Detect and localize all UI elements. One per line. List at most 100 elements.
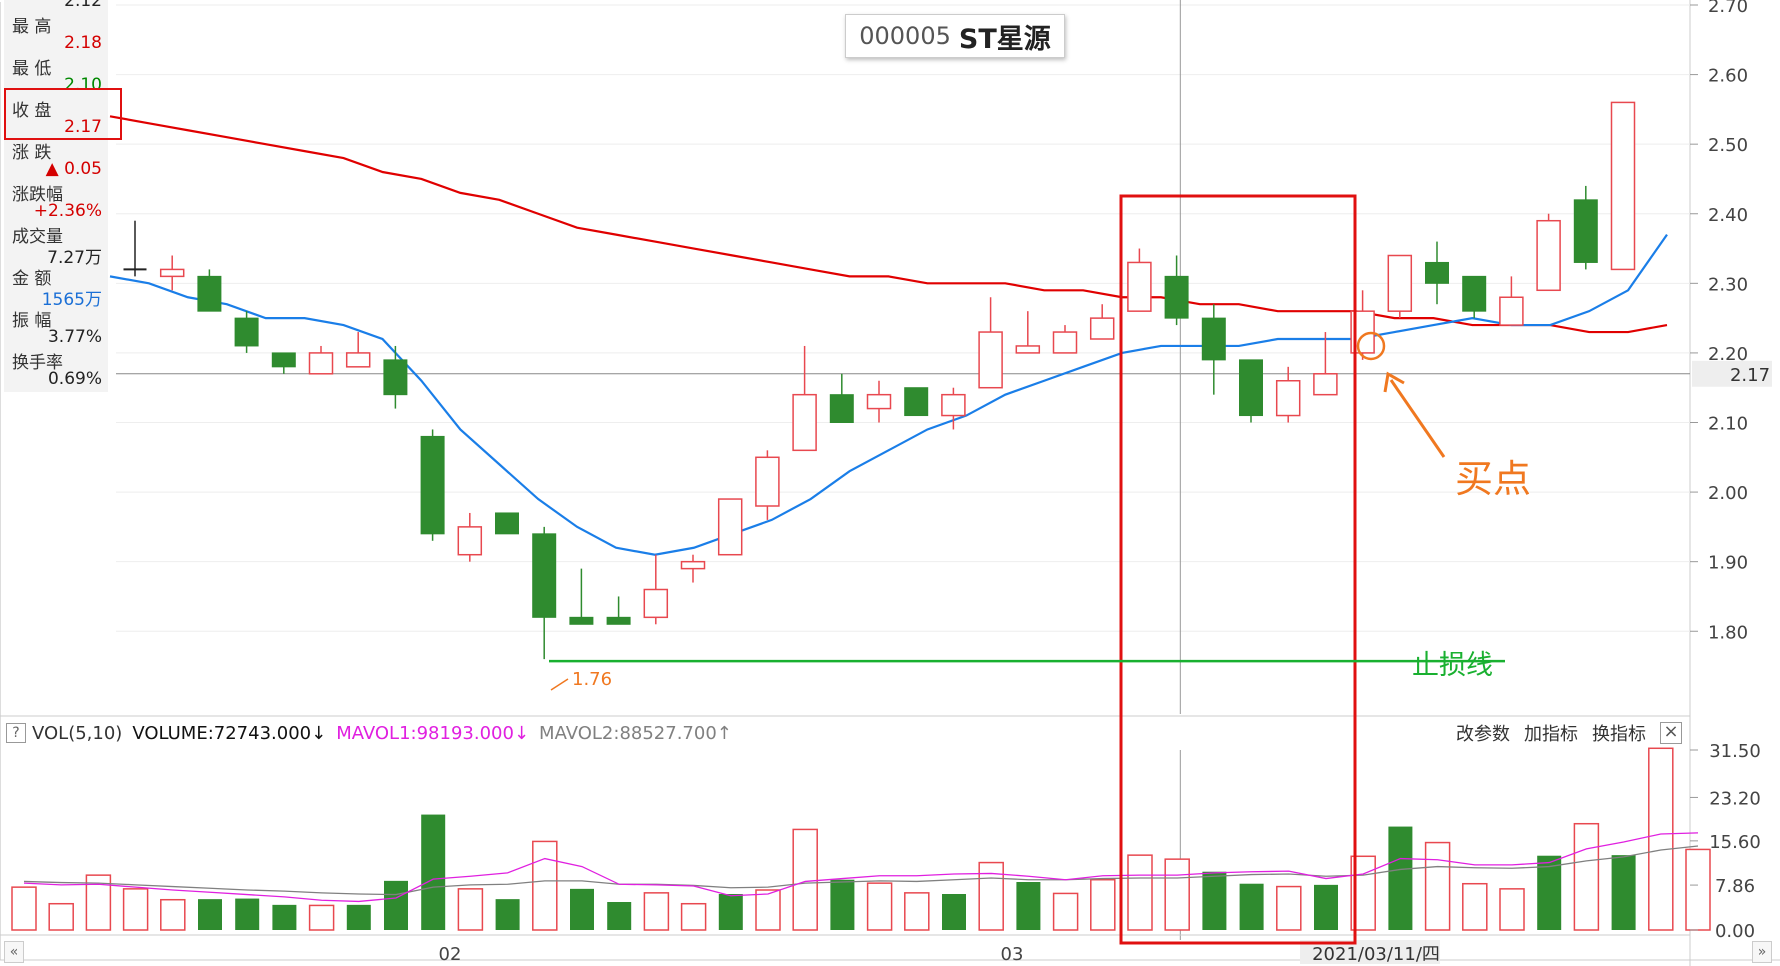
info-label: 成交量 <box>12 227 63 247</box>
volume-bar-down <box>830 879 855 930</box>
y-tick-label: 2.50 <box>1708 135 1748 156</box>
y-tick-label: 1.90 <box>1708 553 1748 574</box>
candle-body-up <box>1015 345 1041 354</box>
candle-body-up <box>717 498 743 556</box>
info-label: 换手率 <box>12 353 63 373</box>
vol-value: VOLUME:72743.000 <box>132 722 312 744</box>
buy-point-label: 买点 <box>1455 457 1531 501</box>
vol-tick-label: 23.20 <box>1709 788 1761 809</box>
vol-tick-label: 15.60 <box>1709 832 1761 853</box>
volume-bar-up <box>308 904 335 931</box>
volume-bar-down <box>421 814 446 930</box>
low-pointer <box>550 678 569 691</box>
annotations: 止损线 1.76 买点 <box>549 194 1531 945</box>
info-value: 7.27万 <box>47 248 102 268</box>
volume-bar-down <box>198 899 222 930</box>
mavol2-value: MAVOL2:88527.700 <box>539 722 717 744</box>
candle-body-down <box>197 275 222 312</box>
info-value: 1565万 <box>41 290 102 310</box>
y-tick-label: 2.70 <box>1708 0 1748 17</box>
volume-bar-down <box>1314 884 1338 930</box>
volume-bar-down <box>495 899 520 930</box>
vol-indicator-name: VOL(5,10) <box>32 722 123 744</box>
volume-bar-down <box>1388 826 1413 930</box>
candle-body-down <box>1573 199 1598 263</box>
stock-name: ST星源 <box>958 23 1051 55</box>
volume-bar-up <box>1052 892 1079 931</box>
mavol1-value: MAVOL1:98193.000 <box>336 722 514 744</box>
crosshair-date: 2021/03/11/四 <box>1312 944 1440 965</box>
candle-body-up <box>159 268 185 278</box>
candle-body-down <box>271 352 296 368</box>
y-tick-label: 2.60 <box>1708 66 1748 87</box>
low-price-label: 1.76 <box>572 669 612 690</box>
volume-bar-up <box>755 889 781 931</box>
volume-bar-down <box>384 880 408 930</box>
candle-body-down <box>1239 359 1263 417</box>
stock-title: 000005 ST星源 <box>845 14 1065 58</box>
edit-params-button[interactable]: 改参数 <box>1456 724 1510 745</box>
candle-body-up <box>345 352 371 368</box>
volume-bar-down <box>1537 855 1562 930</box>
add-indicator-button[interactable]: 加指标 <box>1524 724 1578 745</box>
volume-indicator-header: ? VOL(5,10) VOLUME:72743.000 ↓ MAVOL1:98… <box>0 718 1690 748</box>
volume-bar-up <box>48 902 74 931</box>
candle-body-up <box>792 393 817 452</box>
volume-ma-lines <box>23 832 1699 903</box>
candle-body-down <box>904 387 929 417</box>
volume-grid <box>0 715 1780 961</box>
info-value: 2.10 <box>64 75 102 95</box>
volume-bar-up <box>1090 878 1116 931</box>
candle-body-up <box>1089 317 1115 340</box>
volume-bar-down <box>570 888 594 930</box>
info-value: ▲ 0.05 <box>45 159 102 179</box>
volume-bar-up <box>680 902 707 931</box>
vol-tick-label: 31.50 <box>1709 741 1761 762</box>
mavol2-line <box>23 845 1699 896</box>
y-tick-label: 2.10 <box>1708 414 1748 435</box>
axis-area <box>1690 0 1780 966</box>
info-partial-value: 2.12 <box>64 0 102 11</box>
vol-tick-label: 7.86 <box>1715 876 1755 897</box>
candle-body-down <box>1425 261 1449 284</box>
up-arrow-icon: ↑ <box>716 722 732 744</box>
info-label: 涨 跌 <box>12 143 52 163</box>
moving-average-lines <box>109 115 1668 556</box>
info-label: 最 高 <box>12 17 52 37</box>
volume-bar-up <box>532 840 558 931</box>
candle-body-down <box>1462 275 1487 312</box>
volume-bar-up <box>1648 747 1674 931</box>
info-value: 2.18 <box>64 33 102 53</box>
current-price-label: 2.17 <box>1730 365 1770 386</box>
buy-point-arrow <box>1389 379 1446 458</box>
volume-bar-down <box>718 894 743 930</box>
y-tick-label: 2.20 <box>1708 344 1748 365</box>
volume-bar-down <box>235 898 260 930</box>
info-label: 收 盘 <box>12 101 52 121</box>
info-value: 3.77% <box>47 327 102 347</box>
volume-bar-up <box>866 882 893 931</box>
candle-body-up <box>308 352 334 375</box>
price-plot-area <box>0 0 1690 718</box>
scroll-right-icon[interactable]: » <box>1752 941 1772 963</box>
volume-bar-up <box>1573 822 1600 931</box>
volume-bar-up <box>457 888 484 931</box>
volume-bar-up <box>1424 841 1451 931</box>
info-value: 0.69% <box>47 369 102 389</box>
candle-body-up <box>1127 261 1152 312</box>
volume-bar-down <box>1202 871 1227 930</box>
y-tick-label: 2.30 <box>1708 274 1748 295</box>
candle-body-down <box>532 533 557 618</box>
candle-body-up <box>866 393 892 410</box>
candle-body-down <box>234 317 259 347</box>
scroll-left-icon[interactable]: « <box>4 941 24 963</box>
candle-body-up <box>755 456 780 507</box>
close-icon[interactable]: × <box>1660 722 1682 744</box>
info-value: +2.36% <box>33 201 102 221</box>
info-label: 最 低 <box>12 59 52 79</box>
candlesticks <box>123 101 1636 660</box>
help-icon[interactable]: ? <box>6 723 26 743</box>
y-tick-label: 2.40 <box>1708 205 1748 226</box>
switch-indicator-button[interactable]: 换指标 <box>1592 724 1646 745</box>
